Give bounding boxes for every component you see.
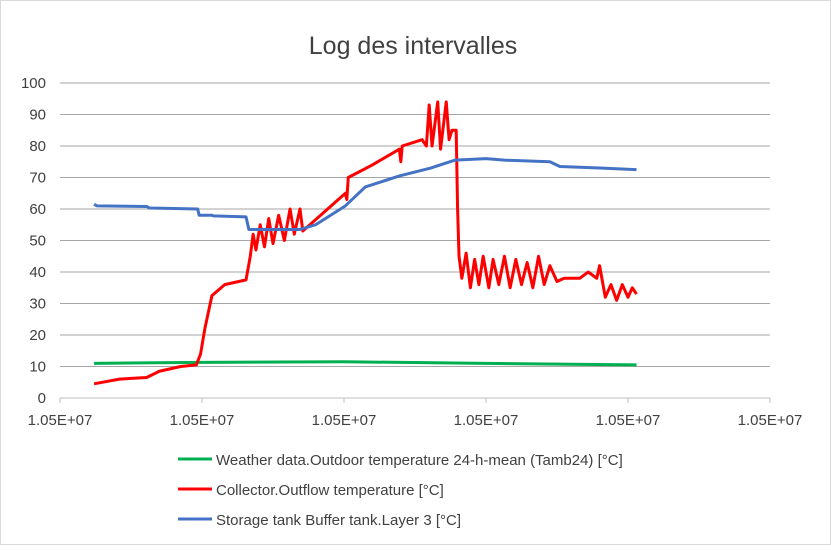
y-tick-label: 80 (29, 138, 46, 155)
y-tick-label: 30 (29, 296, 46, 313)
y-tick-label: 50 (29, 233, 46, 250)
legend-label-3: Storage tank Buffer tank.Layer 3 [°C] (216, 512, 461, 529)
y-tick-label: 100 (21, 75, 46, 92)
legend-label-2: Collector.Outflow temperature [°C] (216, 482, 444, 499)
y-tick-label: 20 (29, 327, 46, 344)
x-tick-label: 1.05E+07 (170, 412, 235, 429)
y-tick-label: 90 (29, 107, 46, 124)
y-tick-label: 60 (29, 201, 46, 218)
y-tick-label: 70 (29, 170, 46, 187)
x-tick-label: 1.05E+07 (312, 412, 377, 429)
x-tick-label: 1.05E+07 (28, 412, 93, 429)
legend-label-1: Weather data.Outdoor temperature 24-h-me… (216, 452, 623, 469)
series-line-3 (93, 157, 637, 231)
chart-title: Log des intervalles (309, 32, 517, 60)
y-tick-label: 40 (29, 264, 46, 281)
y-tick-label: 0 (38, 390, 46, 407)
x-tick-label: 1.05E+07 (454, 412, 519, 429)
series-line-1 (94, 360, 637, 367)
series-line-2 (93, 100, 638, 386)
y-tick-label: 10 (29, 359, 46, 376)
x-tick-label: 1.05E+07 (596, 412, 661, 429)
x-tick-label: 1.05E+07 (738, 412, 803, 429)
